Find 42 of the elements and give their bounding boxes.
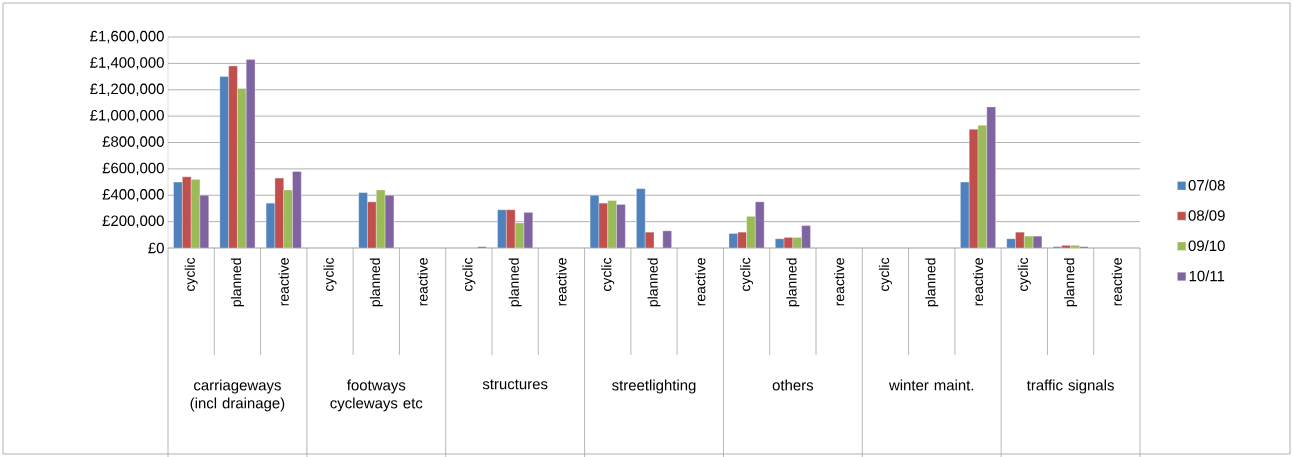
- x-tick-label: planned: [786, 258, 800, 307]
- legend-label: 09/10: [1188, 240, 1225, 252]
- x-tick-label: planned: [647, 258, 661, 307]
- y-tick-label: £1,200,000: [90, 83, 164, 96]
- x-tick-label: planned: [508, 258, 522, 307]
- text: traffic signals: [1026, 379, 1114, 394]
- text: structures: [482, 379, 548, 390]
- y-tick-label: £1,600,000: [90, 30, 164, 44]
- text: carriageways (incl drainage): [190, 379, 285, 412]
- x-tick-label: planned: [230, 258, 244, 307]
- text: winter maint.: [888, 379, 974, 391]
- x-tick-label: cyclic: [462, 257, 476, 291]
- y-tick-label: £0: [148, 242, 164, 254]
- x-tick-label: cyclic: [740, 257, 754, 291]
- bar: [662, 230, 672, 249]
- legend-label: 08/09: [1188, 209, 1225, 221]
- x-tick-label: cyclic: [1017, 257, 1031, 291]
- legend-label: 10/11: [1189, 270, 1225, 282]
- x-tick-label: planned: [925, 258, 939, 307]
- y-tick-label: £200,000: [102, 215, 164, 228]
- y-tick-label: £800,000: [102, 136, 164, 149]
- x-tick-label: reactive: [972, 258, 984, 306]
- text: streetlighting: [612, 379, 696, 394]
- x-tick-label: cyclic: [878, 257, 892, 291]
- text: others: [772, 379, 814, 391]
- x-tick-label: reactive: [556, 258, 567, 306]
- x-tick-label: reactive: [1111, 258, 1122, 306]
- x-tick-label: reactive: [834, 258, 845, 306]
- text: footways cycleways etc: [330, 379, 423, 412]
- x-tick-label: planned: [1064, 258, 1078, 307]
- x-tick-label: cyclic: [323, 257, 337, 291]
- x-tick-label: reactive: [695, 258, 706, 306]
- legend-label: 07/08: [1188, 179, 1225, 191]
- x-tick-label: cyclic: [601, 257, 615, 291]
- y-tick-label: £400,000: [102, 189, 164, 202]
- y-tick-label: £1,000,000: [90, 109, 164, 123]
- x-tick-label: cyclic: [184, 257, 198, 291]
- x-tick-label: reactive: [417, 258, 428, 306]
- x-tick-label: reactive: [278, 258, 289, 306]
- x-tick-label: planned: [369, 258, 383, 307]
- y-tick-label: £600,000: [102, 162, 164, 176]
- y-tick-label: £1,400,000: [90, 57, 164, 70]
